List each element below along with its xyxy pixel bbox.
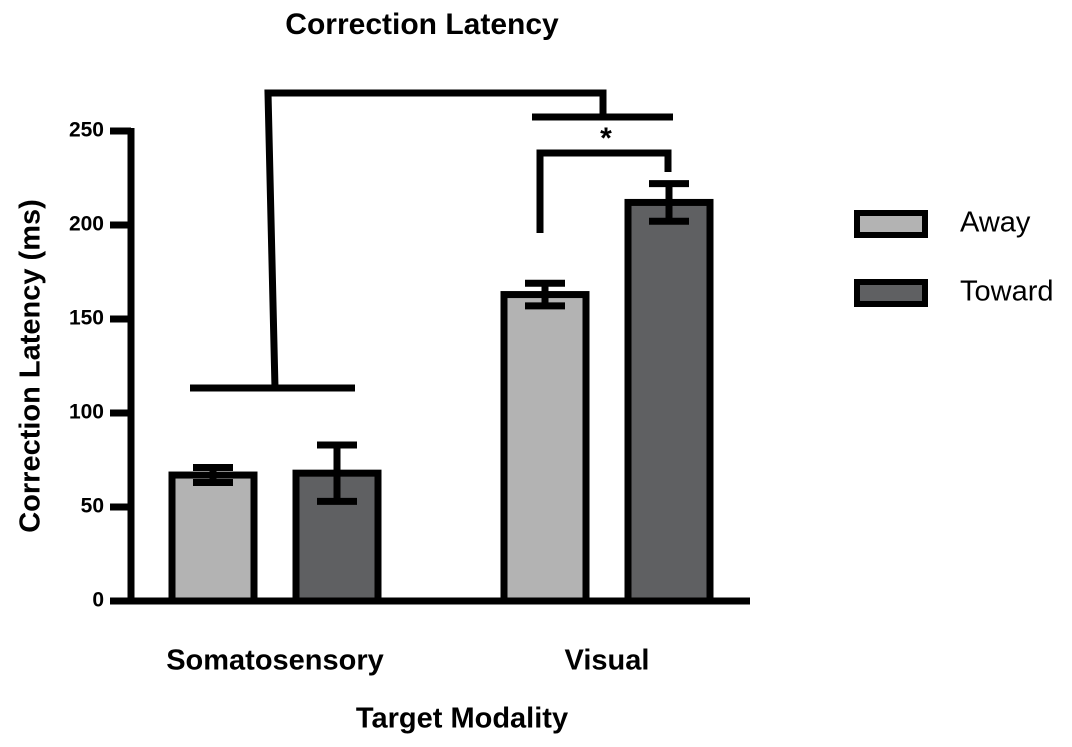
bar (168, 471, 258, 605)
legend-swatch (854, 210, 928, 238)
y-tick-label: 0 (92, 589, 104, 612)
error-bar (317, 441, 357, 505)
bar (624, 198, 714, 605)
significance-star: * (600, 122, 612, 155)
x-axis-label: Target Modality (356, 703, 568, 735)
chart-title: Correction Latency (285, 8, 559, 41)
error-bar (649, 180, 689, 225)
error-bar (525, 279, 565, 310)
y-tick-label: 50 (81, 495, 104, 518)
error-bar (193, 464, 233, 487)
y-tick-label: 200 (69, 213, 104, 236)
y-tick-label: 250 (69, 119, 104, 142)
significance-brackets (190, 89, 673, 392)
y-axis-label: Correction Latency (ms) (15, 199, 47, 533)
legend-swatch (854, 279, 928, 307)
y-tick-label: 150 (69, 307, 104, 330)
legend-label: Away (960, 207, 1031, 239)
x-tick-label: Visual (565, 645, 650, 677)
legend-label: Toward (960, 276, 1054, 308)
bar (500, 291, 590, 605)
y-tick-label: 100 (69, 401, 104, 424)
x-tick-label: Somatosensory (166, 645, 384, 677)
